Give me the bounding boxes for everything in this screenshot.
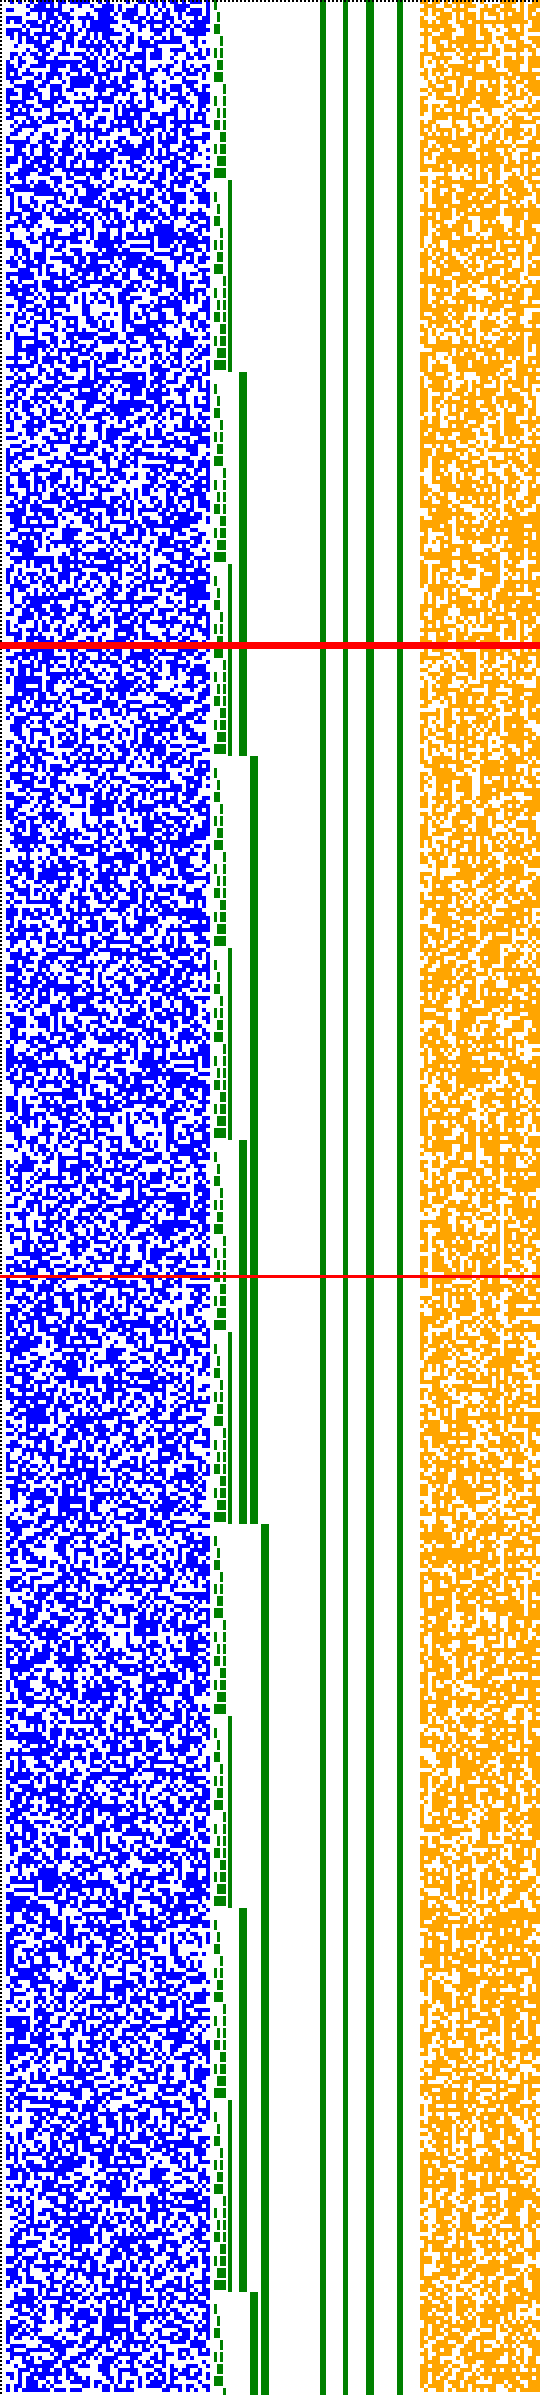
static-bit-columns [320,0,403,2395]
orange-bit-cells [420,0,540,2392]
staircase-counter [214,0,269,2395]
static-column-1 [320,0,326,2395]
static-column-4 [397,0,403,2395]
marker-line-thick [0,642,540,649]
static-column-3 [366,0,374,2395]
marker-lines [0,642,540,1278]
marker-line-thin [0,1275,540,1278]
top-dotted-border [0,0,538,2]
orange-bit-matrix [420,0,540,2392]
left-dotted-border [0,0,2,2394]
staircase-cells [214,0,269,2395]
static-column-2 [343,0,348,2395]
blue-bit-cells [6,0,210,2392]
random-bit-matrix [6,0,210,2392]
